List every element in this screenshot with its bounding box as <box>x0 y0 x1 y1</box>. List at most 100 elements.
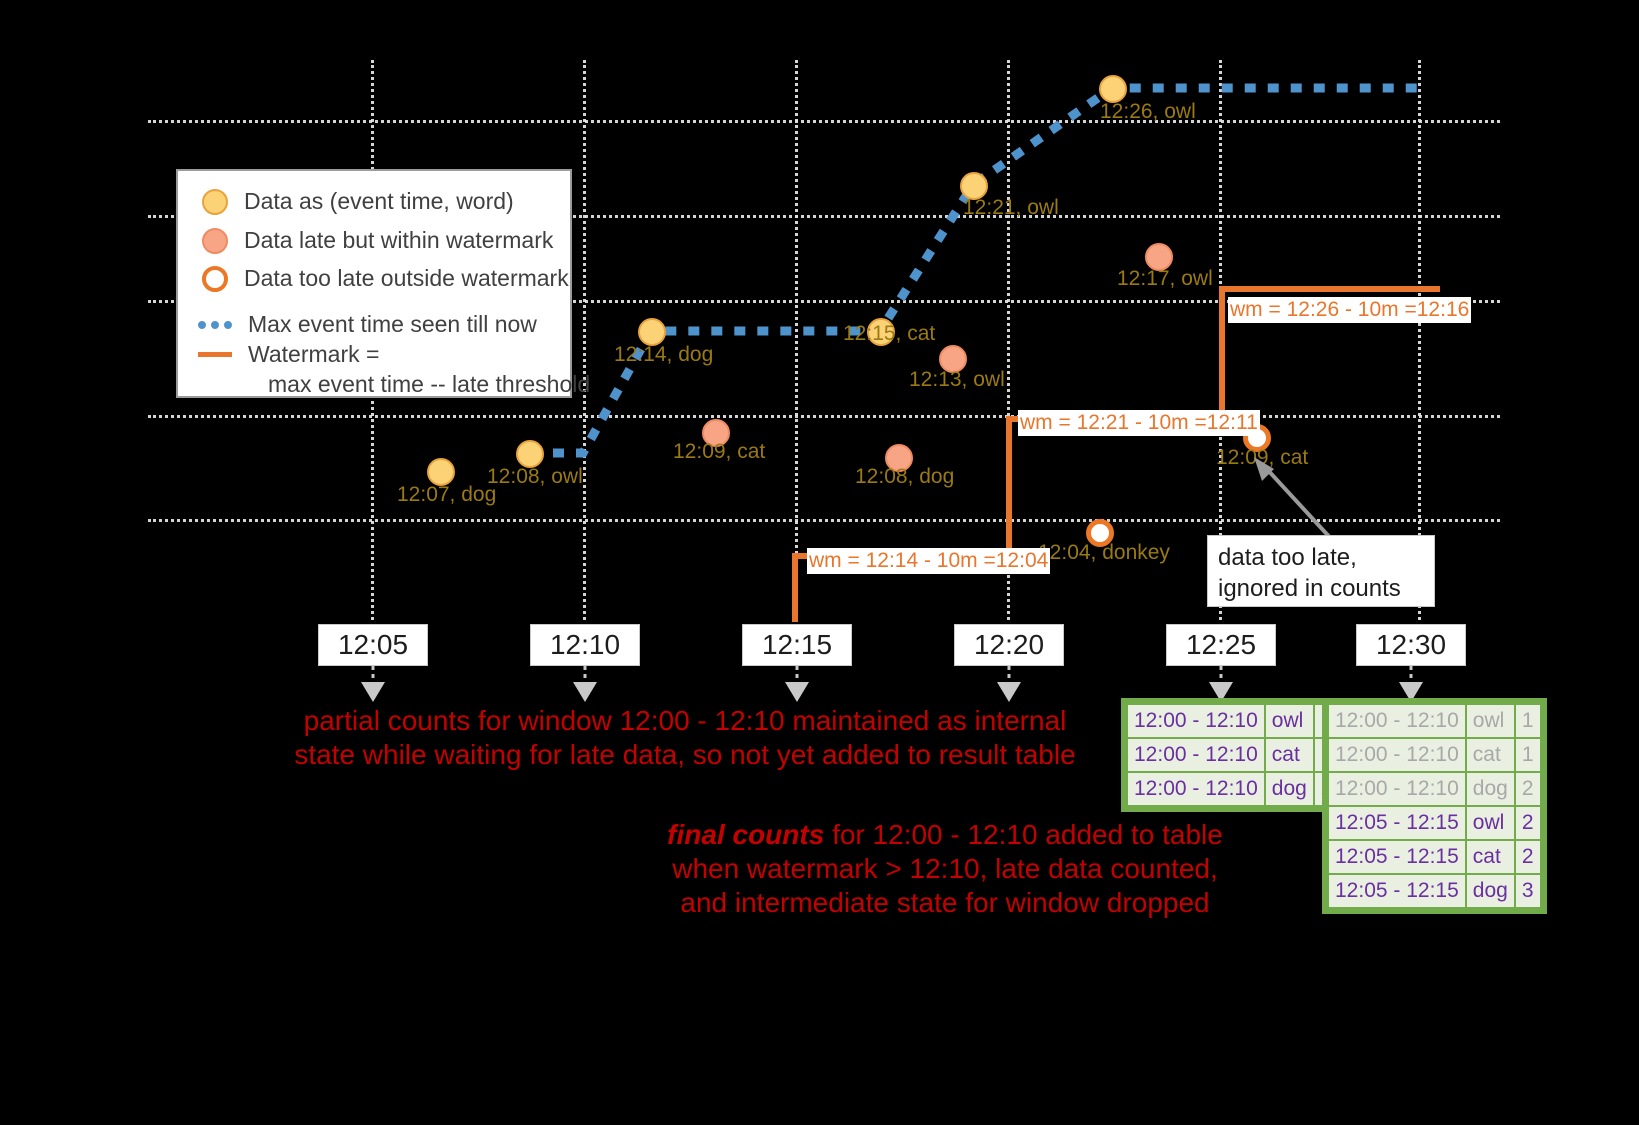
data-point-label: 12:08, owl <box>487 465 583 488</box>
table-cell-window: 12:05 - 12:15 <box>1329 807 1465 839</box>
table-cell-window: 12:00 - 12:10 <box>1329 773 1465 805</box>
drop-arrow <box>1399 666 1423 702</box>
axis-tick-1230: 12:30 <box>1356 624 1466 666</box>
data-point-ontime[interactable] <box>960 172 988 200</box>
data-point-late[interactable] <box>885 444 913 472</box>
data-point-label: 12:26, owl <box>1100 100 1196 123</box>
table-cell-window: 12:05 - 12:15 <box>1329 841 1465 873</box>
gridline-vertical <box>1007 60 1010 620</box>
data-point-late[interactable] <box>702 419 730 447</box>
legend-item-data-too-late: Data too late outside watermark <box>202 265 569 292</box>
table-cell-count: 1 <box>1515 705 1540 737</box>
callout-line-2: ignored in counts <box>1218 575 1401 602</box>
legend-item-label: Watermark = <box>248 341 380 367</box>
note-final-emphasis: final counts <box>667 819 825 850</box>
table-row: 12:05 - 12:15 dog 3 <box>1329 875 1540 907</box>
table-cell-window: 12:00 - 12:10 <box>1329 739 1465 771</box>
legend-item-label: Data as (event time, word) <box>244 188 514 214</box>
watermark-label: wm = 12:14 - 10m =12:04 <box>807 548 1051 574</box>
table-row: 12:05 - 12:15 owl 2 <box>1329 807 1540 839</box>
data-point-label: 12:09, cat <box>1216 446 1309 469</box>
data-point-ontime[interactable] <box>427 458 455 486</box>
table-cell-word: owl <box>1466 807 1514 839</box>
gridline-vertical <box>795 60 798 620</box>
gridline-horizontal <box>148 519 1500 522</box>
table-cell-window: 12:00 - 12:10 <box>1128 773 1264 805</box>
note-final-line-2: when watermark > 12:10, late data counte… <box>672 853 1218 884</box>
table-cell-count: 3 <box>1515 875 1540 907</box>
data-point-label: 12:08, dog <box>855 465 955 488</box>
hollow-orange-circle-icon <box>202 265 228 292</box>
gridline-horizontal <box>148 120 1500 123</box>
legend-item-data-late: Data late but within watermark <box>202 227 553 254</box>
watermark-label: wm = 12:21 - 10m =12:11 <box>1018 410 1260 436</box>
table-cell-window: 12:00 - 12:10 <box>1128 705 1264 737</box>
table-cell-word: cat <box>1265 739 1313 771</box>
legend-item-max-event-time: Max event time seen till now <box>198 311 537 338</box>
legend-item-label: Data too late outside watermark <box>244 265 569 291</box>
result-table-1230: 12:00 - 12:10 owl 1 12:00 - 12:10 cat 1 12:00 … <box>1322 698 1547 914</box>
data-point-ontime[interactable] <box>1099 75 1127 103</box>
axis-tick-1205: 12:05 <box>318 624 428 666</box>
axis-tick-1220: 12:20 <box>954 624 1064 666</box>
table-cell-window: 12:00 - 12:10 <box>1128 739 1264 771</box>
data-point-label: 12:15, cat <box>843 322 936 345</box>
drop-arrow <box>785 666 809 702</box>
table-row: 12:05 - 12:15 cat 2 <box>1329 841 1540 873</box>
data-point-ontime[interactable] <box>638 318 666 346</box>
data-point-label: 12:09, cat <box>673 440 766 463</box>
legend-item-label: Data late but within watermark <box>244 227 554 253</box>
drop-arrow <box>1209 666 1233 702</box>
data-point-late[interactable] <box>939 345 967 373</box>
data-point-ontime[interactable] <box>516 440 544 468</box>
drop-arrow <box>361 666 385 702</box>
gridline-horizontal <box>148 415 1500 418</box>
table-cell-window: 12:05 - 12:15 <box>1329 875 1465 907</box>
axis-tick-1210: 12:10 <box>530 624 640 666</box>
table-cell-count: 2 <box>1515 841 1540 873</box>
table-cell-word: dog <box>1466 773 1514 805</box>
note-partial-line-2: state while waiting for late data, so no… <box>294 739 1076 770</box>
filled-salmon-circle-icon <box>202 227 228 254</box>
table-cell-word: dog <box>1265 773 1313 805</box>
callout-line-1: data too late, <box>1218 544 1357 571</box>
axis-tick-1215: 12:15 <box>742 624 852 666</box>
data-point-label: 12:17, owl <box>1117 267 1213 290</box>
note-final-line-3: and intermediate state for window droppe… <box>680 887 1210 918</box>
drop-arrow <box>573 666 597 702</box>
legend-item-watermark: Watermark = <box>198 341 379 368</box>
table-cell-word: owl <box>1466 705 1514 737</box>
data-point-label: 12:14, dog <box>614 343 714 366</box>
axis-tick-1225: 12:25 <box>1166 624 1276 666</box>
legend-item-watermark-formula: max event time -- late threshold <box>268 371 590 398</box>
callout-data-too-late: data too late, ignored in counts <box>1207 535 1435 607</box>
data-point-late[interactable] <box>1145 243 1173 271</box>
note-final-line-1-rest: for 12:00 - 12:10 added to table <box>824 819 1223 850</box>
watermark-label: wm = 12:26 - 10m =12:16 <box>1228 297 1472 323</box>
data-point-ontime[interactable] <box>867 318 895 346</box>
table-cell-word: owl <box>1265 705 1313 737</box>
data-point-label: 12:07, dog <box>397 483 497 506</box>
data-point-too-late[interactable] <box>1086 519 1114 547</box>
table-cell-count: 2 <box>1515 807 1540 839</box>
orange-solid-line-icon <box>198 352 232 357</box>
note-partial-counts: partial counts for window 12:00 - 12:10 … <box>0 704 1370 772</box>
data-point-label: 12:04, donkey <box>1038 541 1170 564</box>
table-cell-word: dog <box>1466 875 1514 907</box>
data-point-label: 12:13, owl <box>909 368 1005 391</box>
legend-item-label: Max event time seen till now <box>248 311 537 337</box>
table-cell-word: cat <box>1466 841 1514 873</box>
table-cell-count: 2 <box>1515 773 1540 805</box>
note-final-counts: final counts for 12:00 - 12:10 added to … <box>400 818 1490 920</box>
table-cell-window: 12:00 - 12:10 <box>1329 705 1465 737</box>
filled-yellow-circle-icon <box>202 188 228 215</box>
legend-item-data-ontime: Data as (event time, word) <box>202 188 514 215</box>
